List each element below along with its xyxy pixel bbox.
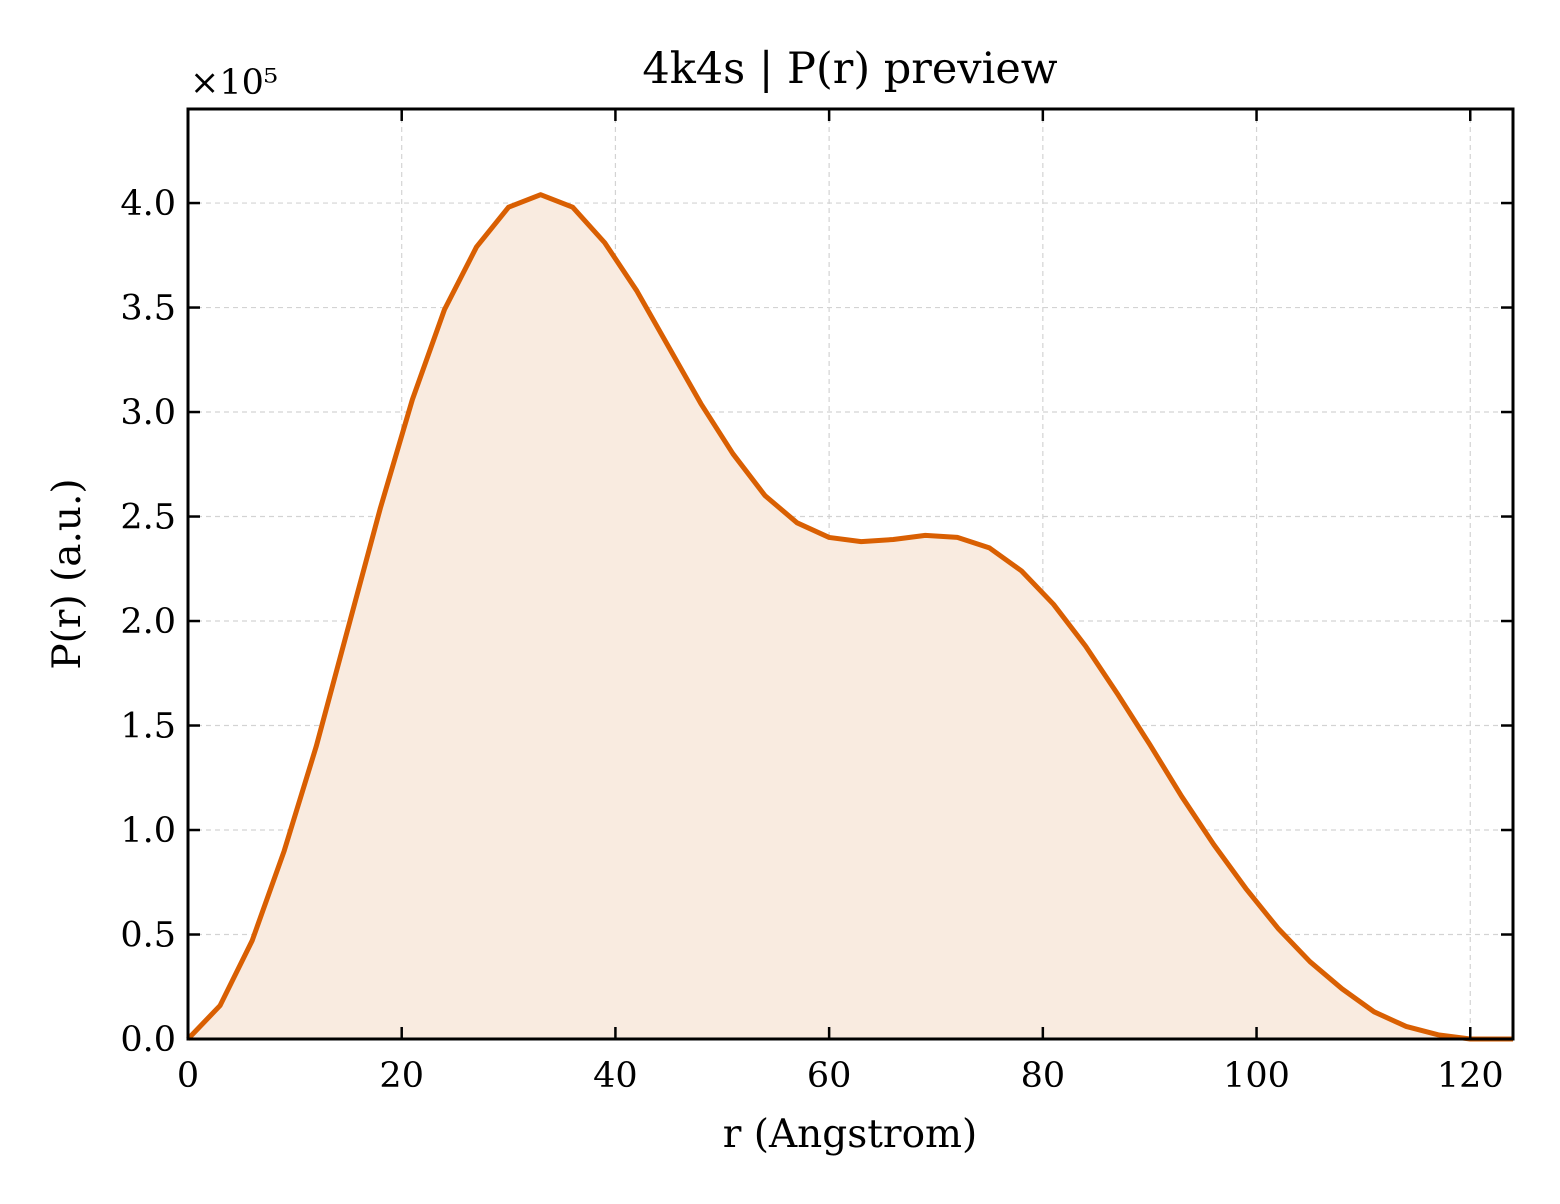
y-tick-label: 0.5: [120, 916, 176, 956]
x-tick-label: 40: [593, 1056, 638, 1096]
y-tick-label: 2.5: [120, 498, 176, 538]
series-area-fill: [188, 194, 1513, 1039]
y-multiplier-label: ×10⁵: [190, 63, 278, 103]
x-tick-label: 80: [1021, 1056, 1066, 1096]
y-axis-label: P(r) (a.u.): [45, 478, 90, 669]
y-tick-label: 3.0: [120, 393, 176, 433]
plot-frame: [186, 107, 1515, 1041]
x-axis-ticks: 0 20 40 60 80 100 120: [177, 109, 1504, 1096]
x-tick-label: 100: [1223, 1056, 1290, 1096]
y-axis-ticks: 0.0 0.5 1.0 1.5 2.0 2.5 3.0 3.5 4.0: [120, 184, 1513, 1060]
x-tick-label: 20: [379, 1056, 424, 1096]
series-line: [186, 192, 1513, 1042]
y-tick-label: 3.5: [120, 289, 176, 329]
x-tick-label: 60: [807, 1056, 852, 1096]
y-tick-label: 1.5: [120, 707, 176, 747]
y-tick-label: 0.0: [120, 1020, 176, 1060]
x-tick-label: 0: [177, 1056, 199, 1096]
x-tick-label: 120: [1437, 1056, 1504, 1096]
x-axis-label: r (Angstrom): [723, 1112, 978, 1157]
y-tick-label: 1.0: [120, 811, 176, 851]
chart-title: 4k4s | P(r) preview: [642, 44, 1057, 94]
y-tick-label: 4.0: [120, 184, 176, 224]
y-tick-label: 2.0: [120, 602, 176, 642]
